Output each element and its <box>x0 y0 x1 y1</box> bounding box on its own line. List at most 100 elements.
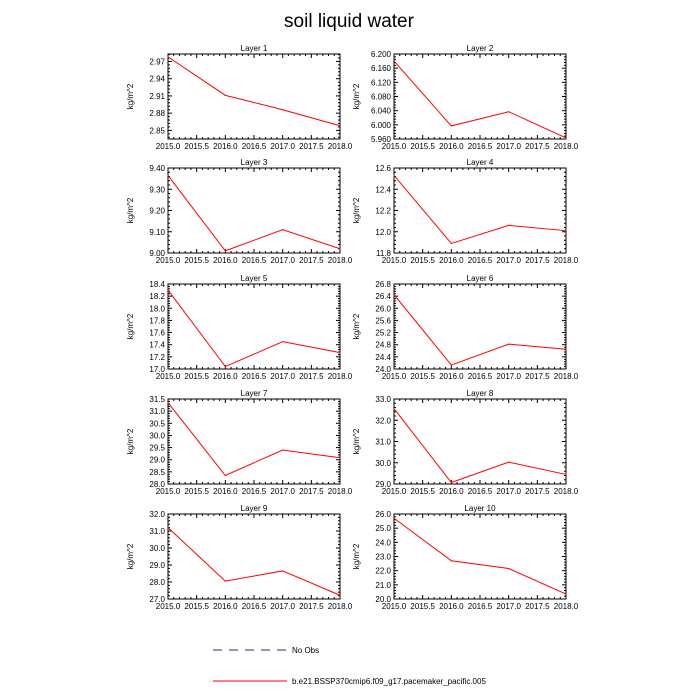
data-point <box>450 481 452 484</box>
series-line-layer-5 <box>167 289 341 368</box>
y-tick-label: 17.0 <box>149 365 165 374</box>
y-tick-label: 17.4 <box>149 341 165 350</box>
x-tick-label: 2015.5 <box>184 372 209 381</box>
panel-title: Layer 5 <box>241 274 268 283</box>
x-tick-label: 2015.5 <box>410 256 435 265</box>
legend: No Obs b.e21.BSSP370cmip6.f09_g17.pacema… <box>213 646 486 686</box>
x-tick-label: 2015.5 <box>410 602 435 611</box>
x-tick-label: 2015.5 <box>184 602 209 611</box>
x-tick-label: 2016.5 <box>242 487 267 496</box>
y-tick-label: 21.0 <box>375 581 391 590</box>
x-tick-label: 2017.0 <box>496 487 521 496</box>
series-line-layer-2 <box>393 60 567 139</box>
data-point <box>565 593 567 595</box>
series-line-layer-10 <box>393 517 567 595</box>
data-point <box>339 594 341 596</box>
x-tick-label: 2017.0 <box>496 142 521 151</box>
y-tick-label: 26.4 <box>375 292 391 301</box>
y-tick-label: 6.080 <box>371 93 392 102</box>
data-point <box>282 449 284 451</box>
y-tick-label: 31.0 <box>149 527 165 536</box>
x-tick-label: 2016.5 <box>468 487 493 496</box>
x-tick-label: 2016.0 <box>439 142 464 151</box>
y-tick-label: 24.8 <box>375 341 391 350</box>
x-tick-label: 2015.5 <box>184 487 209 496</box>
y-tick-label: 32.0 <box>375 416 391 425</box>
x-tick-label: 2015.5 <box>410 142 435 151</box>
x-tick-label: 2018.0 <box>328 372 353 381</box>
x-tick-label: 2017.5 <box>299 602 324 611</box>
y-tick-label: 2.94 <box>149 75 165 84</box>
figure-title: soil liquid water <box>284 11 415 32</box>
legend-label-model: b.e21.BSSP370cmip6.f09_g17.pacemaker_pac… <box>292 677 486 686</box>
x-tick-label: 2018.0 <box>554 602 579 611</box>
y-tick-label: 17.6 <box>149 329 165 338</box>
data-point <box>565 348 567 350</box>
data-point <box>393 174 395 177</box>
y-tick-label: 9.40 <box>149 164 165 173</box>
series-line-layer-6 <box>393 294 567 366</box>
x-tick-label: 2015.0 <box>382 602 407 611</box>
x-tick-label: 2016.0 <box>439 487 464 496</box>
panel-title: Layer 3 <box>241 158 268 167</box>
y-tick-label: 18.0 <box>149 304 165 313</box>
y-tick-label: 31.0 <box>375 438 391 447</box>
y-tick-label: 30.0 <box>375 459 391 468</box>
x-tick-label: 2017.0 <box>270 372 295 381</box>
x-tick-label: 2018.0 <box>328 602 353 611</box>
y-tick-label: 30.5 <box>149 419 165 428</box>
data-point <box>167 174 169 177</box>
series-line-layer-4 <box>393 175 567 245</box>
x-tick-label: 2016.5 <box>468 256 493 265</box>
x-tick-label: 2018.0 <box>554 372 579 381</box>
x-tick-label: 2017.5 <box>299 487 324 496</box>
x-tick-label: 2015.0 <box>156 602 181 611</box>
y-axis-label: kg/m^2 <box>126 197 135 223</box>
y-tick-label: 29.0 <box>375 480 391 489</box>
x-tick-label: 2015.0 <box>382 372 407 381</box>
y-axis-label: kg/m^2 <box>126 428 135 454</box>
y-axis-label: kg/m^2 <box>352 313 361 339</box>
x-tick-label: 2016.5 <box>468 142 493 151</box>
y-tick-label: 12.6 <box>375 164 391 173</box>
x-tick-label: 2018.0 <box>328 487 353 496</box>
y-tick-label: 29.0 <box>149 561 165 570</box>
y-tick-label: 20.0 <box>375 595 391 604</box>
y-tick-label: 30.0 <box>149 431 165 440</box>
y-tick-label: 29.5 <box>149 444 165 453</box>
y-tick-label: 9.00 <box>149 249 165 258</box>
y-tick-label: 12.2 <box>375 207 391 216</box>
series-line-layer-8 <box>393 408 567 484</box>
x-tick-label: 2017.5 <box>525 487 550 496</box>
y-tick-label: 6.200 <box>371 50 392 59</box>
series-line-layer-7 <box>167 402 341 477</box>
data-point <box>282 341 284 343</box>
y-tick-label: 2.85 <box>149 126 165 135</box>
data-point <box>508 224 510 226</box>
data-point <box>393 407 395 410</box>
y-tick-label: 12.4 <box>375 185 391 194</box>
y-tick-label: 18.4 <box>149 280 165 289</box>
data-point <box>508 343 510 345</box>
y-tick-label: 33.0 <box>375 395 391 404</box>
series-line-layer-9 <box>167 527 341 596</box>
x-tick-label: 2017.5 <box>525 142 550 151</box>
x-tick-label: 2017.5 <box>525 602 550 611</box>
x-tick-label: 2018.0 <box>554 142 579 151</box>
x-tick-label: 2015.0 <box>382 256 407 265</box>
y-tick-label: 5.960 <box>371 135 392 144</box>
y-tick-label: 17.8 <box>149 316 165 325</box>
y-tick-label: 23.0 <box>375 553 391 562</box>
x-tick-label: 2017.5 <box>525 372 550 381</box>
x-tick-label: 2016.5 <box>468 602 493 611</box>
y-tick-label: 26.0 <box>375 510 391 519</box>
y-axis-label: kg/m^2 <box>352 83 361 109</box>
x-tick-label: 2016.0 <box>439 256 464 265</box>
data-point <box>167 289 169 291</box>
data-point <box>339 457 341 459</box>
